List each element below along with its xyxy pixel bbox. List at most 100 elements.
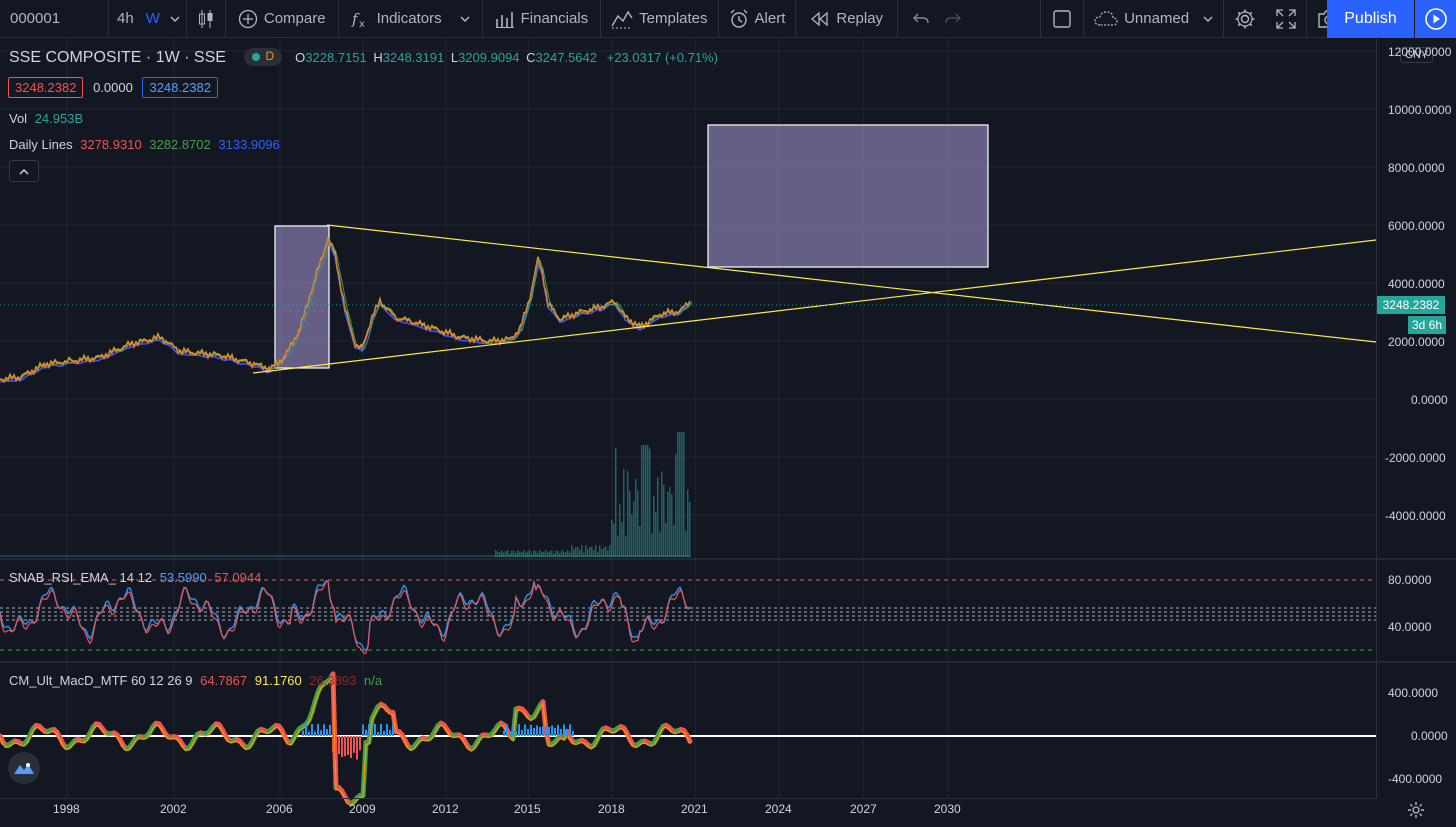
volume-bar — [649, 448, 651, 557]
close-label: C — [526, 50, 536, 65]
daily-line-1-value: 3278.9310 — [80, 137, 142, 152]
volume-bar — [589, 547, 591, 557]
interval-4h[interactable]: 4h — [109, 0, 142, 38]
daily-lines-legend[interactable]: Daily Lines 3278.9310 3282.8702 3133.909… — [9, 137, 280, 152]
symbol-search[interactable]: 000001 — [0, 0, 108, 38]
tradingview-logo[interactable] — [8, 752, 40, 784]
price-line-red — [0, 238, 691, 384]
chart-canvas[interactable] — [0, 39, 1456, 827]
price-tick: 12000.0000 — [1388, 45, 1452, 59]
plus-circle-icon — [238, 9, 258, 28]
macd-histogram-bar — [326, 729, 328, 736]
macd-histogram-bar — [302, 730, 304, 736]
macd-histogram-bar — [338, 736, 340, 755]
volume-bar — [637, 490, 639, 557]
currency-label[interactable]: CNY — [1400, 47, 1434, 63]
volume-bar — [583, 552, 585, 557]
daily-lines-label: Daily Lines — [9, 137, 73, 152]
time-axis[interactable] — [0, 798, 1376, 827]
highlight-rect-target — [707, 124, 989, 268]
volume-legend[interactable]: Vol 24.953B — [9, 111, 83, 126]
volume-bar — [513, 550, 515, 557]
price-axis[interactable]: CNY — [1376, 39, 1456, 799]
volume-bar — [641, 445, 643, 557]
layout-name-label: Unnamed — [1124, 10, 1190, 27]
replay-button[interactable]: Replay — [796, 0, 897, 38]
macd-histogram-bar — [365, 729, 367, 736]
price-tick: 10000.0000 — [1388, 103, 1452, 117]
play-button[interactable] — [1415, 0, 1456, 38]
macd-legend[interactable]: CM_Ult_MacD_MTF 60 12 26 9 64.7867 91.17… — [9, 673, 382, 688]
volume-bar — [561, 550, 563, 557]
volume-bar — [563, 551, 565, 557]
price-tick: 6000.0000 — [1388, 219, 1445, 233]
interval-4h-label: 4h — [117, 10, 134, 27]
financials-label: Financials — [520, 10, 589, 27]
volume-bar — [573, 549, 575, 557]
compare-label: Compare — [263, 10, 326, 27]
alert-button[interactable]: Alert — [719, 0, 796, 38]
volume-bar — [569, 552, 571, 557]
volume-bar — [571, 545, 573, 557]
volume-bar — [495, 550, 497, 557]
legend-title[interactable]: SSE COMPOSITE · 1W · SSE — [9, 49, 226, 66]
chart-type-button[interactable] — [187, 0, 225, 38]
daily-line-2-value: 3282.8702 — [149, 137, 211, 152]
toolbar-divider — [897, 0, 899, 38]
interval-dropdown[interactable] — [164, 0, 186, 38]
macd-histogram-bar — [374, 724, 376, 736]
volume-bar — [579, 549, 581, 557]
macd-histogram-bar — [332, 736, 334, 752]
fullscreen-icon — [1276, 8, 1296, 29]
volume-bar — [683, 432, 685, 557]
macd-histogram-bar — [350, 736, 352, 759]
interval-w[interactable]: W — [142, 0, 164, 38]
macd-histogram-bar — [560, 728, 562, 736]
macd-histogram-bar — [512, 724, 514, 736]
financials-button[interactable]: Financials — [483, 0, 601, 38]
buy-button[interactable]: 3248.2382 — [142, 77, 218, 98]
volume-bar — [611, 520, 613, 557]
sell-button[interactable]: 3248.2382 — [8, 77, 84, 98]
publish-button[interactable]: Publish — [1327, 0, 1414, 38]
collapse-legend-button[interactable] — [9, 160, 39, 182]
interval-w-label: W — [145, 10, 160, 27]
macd-histogram-bar — [551, 725, 553, 736]
volume-value: 24.953B — [34, 111, 84, 126]
settings-button[interactable] — [1224, 0, 1266, 38]
macd-histogram-bar — [524, 724, 526, 736]
volume-bar — [669, 487, 671, 557]
macd-histogram-bar — [314, 731, 316, 736]
volume-bar — [577, 546, 579, 557]
macd-histogram-bar — [569, 724, 571, 736]
compare-button[interactable]: Compare — [226, 0, 338, 38]
layout-name-button[interactable]: Unnamed — [1084, 0, 1223, 38]
volume-bar — [505, 551, 507, 557]
volume-bar — [661, 471, 663, 557]
axis-settings-button[interactable] — [1405, 799, 1427, 821]
volume-bar — [523, 550, 525, 557]
volume-bar — [539, 550, 541, 557]
volume-bar — [587, 549, 589, 557]
undo-button[interactable] — [898, 0, 938, 38]
redo-button[interactable] — [938, 0, 976, 38]
volume-bar — [621, 522, 623, 557]
volume-bar — [503, 552, 505, 557]
volume-bar — [531, 553, 533, 557]
volume-bar — [543, 552, 545, 557]
rsi-legend[interactable]: SNAB_RSI_EMA_ 14 12 53.5990 57.0944 — [9, 570, 261, 585]
time-tick: 2015 — [514, 802, 541, 816]
templates-button[interactable]: Templates — [601, 0, 717, 38]
fullscreen-button[interactable] — [1266, 0, 1306, 38]
macd-histogram-bar — [521, 730, 523, 736]
macd-histogram-bar — [341, 736, 343, 758]
high-label: H — [373, 50, 383, 65]
time-tick: 2024 — [765, 802, 792, 816]
drawing-mode-button[interactable] — [1041, 0, 1083, 38]
macd-histogram-bar — [335, 736, 337, 759]
macd-histogram-bar — [317, 724, 319, 736]
volume-bar — [525, 552, 527, 557]
publish-label: Publish — [1344, 10, 1397, 27]
